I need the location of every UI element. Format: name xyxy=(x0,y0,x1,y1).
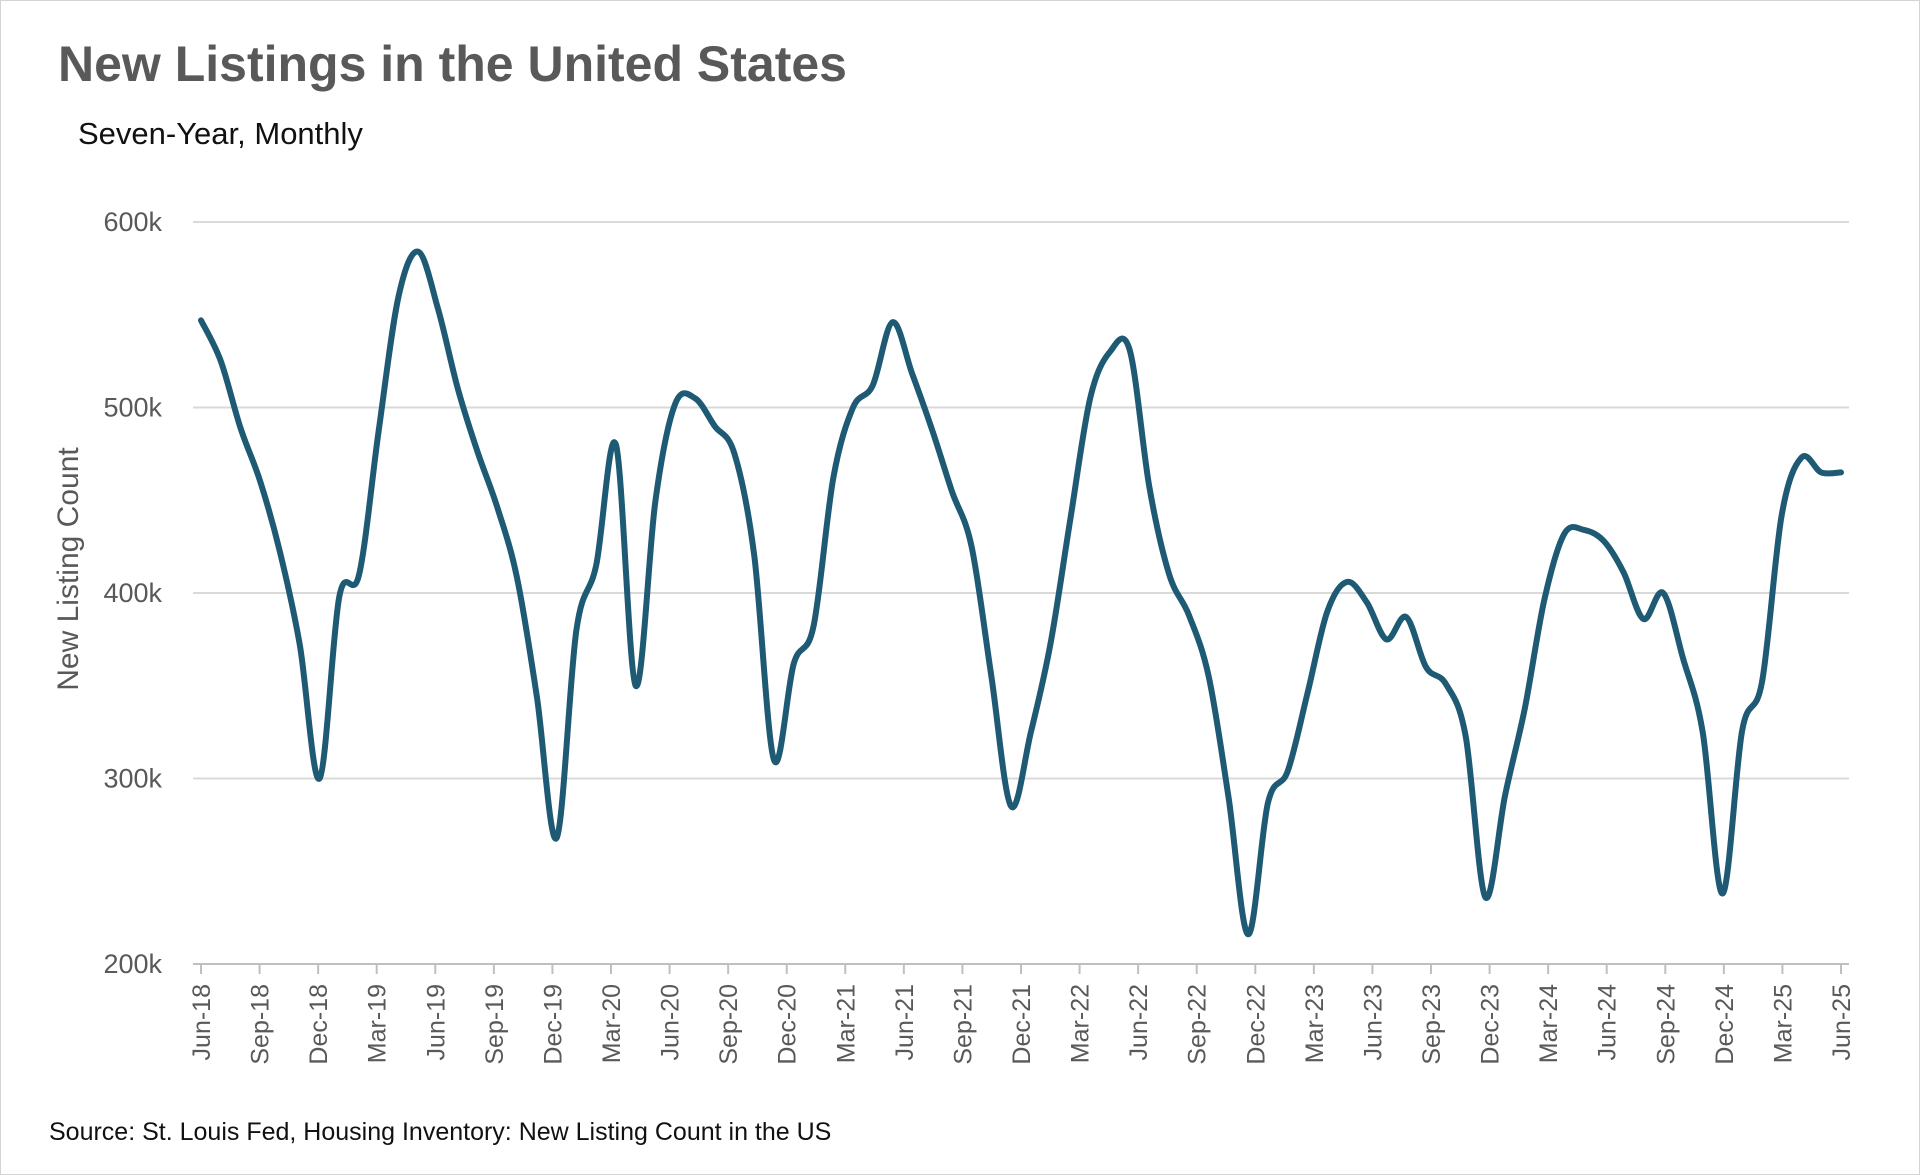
x-tick-label: Sep-18 xyxy=(247,984,275,1065)
x-tick-label: Jun-19 xyxy=(422,984,450,1060)
chart-title: New Listings in the United States xyxy=(58,36,847,92)
x-tick-label: Mar-23 xyxy=(1301,984,1329,1063)
x-tick-label: Dec-18 xyxy=(305,984,333,1065)
y-tick-label: 600k xyxy=(103,207,162,237)
y-axis-label: New Listing Count xyxy=(52,447,85,691)
x-tick-label: Mar-24 xyxy=(1535,984,1563,1063)
x-tick-label: Sep-22 xyxy=(1184,984,1212,1065)
x-tick-label: Mar-21 xyxy=(832,984,860,1063)
x-tick-label: Mar-19 xyxy=(364,984,392,1063)
x-tick-label: Jun-24 xyxy=(1594,984,1622,1061)
x-tick-label: Mar-25 xyxy=(1769,984,1797,1063)
y-tick-label: 400k xyxy=(103,578,162,608)
x-tick-label: Dec-23 xyxy=(1477,984,1505,1065)
x-tick-label: Dec-22 xyxy=(1242,984,1270,1065)
x-tick-label: Dec-20 xyxy=(774,984,802,1065)
x-tick-label: Sep-20 xyxy=(715,984,743,1065)
x-tick-label: Jun-21 xyxy=(891,984,919,1060)
x-tick-label: Jun-18 xyxy=(188,984,216,1060)
x-tick-label: Jun-25 xyxy=(1828,984,1856,1060)
x-tick-label: Jun-22 xyxy=(1125,984,1153,1060)
x-tick-label: Sep-23 xyxy=(1418,984,1446,1065)
x-tick-label: Sep-24 xyxy=(1652,984,1680,1065)
series-line-new-listing-count xyxy=(198,248,1844,938)
y-tick-label: 200k xyxy=(103,949,162,979)
x-tick-label: Mar-22 xyxy=(1067,984,1095,1063)
chart-subtitle: Seven-Year, Monthly xyxy=(78,116,363,151)
y-tick-label: 300k xyxy=(103,764,162,794)
y-tick-label: 500k xyxy=(103,393,162,423)
x-tick-label: Jun-20 xyxy=(657,984,685,1060)
chart-source-note: Source: St. Louis Fed, Housing Inventory… xyxy=(49,1118,832,1146)
x-tick-label: Jun-23 xyxy=(1359,984,1387,1060)
x-tick-label: Sep-21 xyxy=(949,984,977,1065)
x-tick-label: Sep-19 xyxy=(481,984,509,1065)
x-tick-label: Dec-21 xyxy=(1008,984,1036,1065)
x-tick-label: Dec-19 xyxy=(539,984,567,1065)
x-tick-label: Dec-24 xyxy=(1711,984,1739,1065)
x-tick-label: Mar-20 xyxy=(598,984,626,1063)
